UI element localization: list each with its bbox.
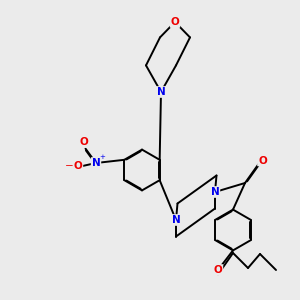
Text: −: − (64, 161, 74, 171)
Text: O: O (80, 137, 88, 147)
Text: O: O (171, 17, 179, 27)
Text: N: N (92, 158, 100, 168)
Text: N: N (157, 87, 165, 97)
Text: O: O (258, 155, 267, 166)
Text: N: N (172, 215, 180, 225)
Text: +: + (99, 154, 105, 160)
Text: N: N (211, 187, 219, 197)
Text: O: O (214, 265, 222, 275)
Text: O: O (74, 161, 82, 171)
